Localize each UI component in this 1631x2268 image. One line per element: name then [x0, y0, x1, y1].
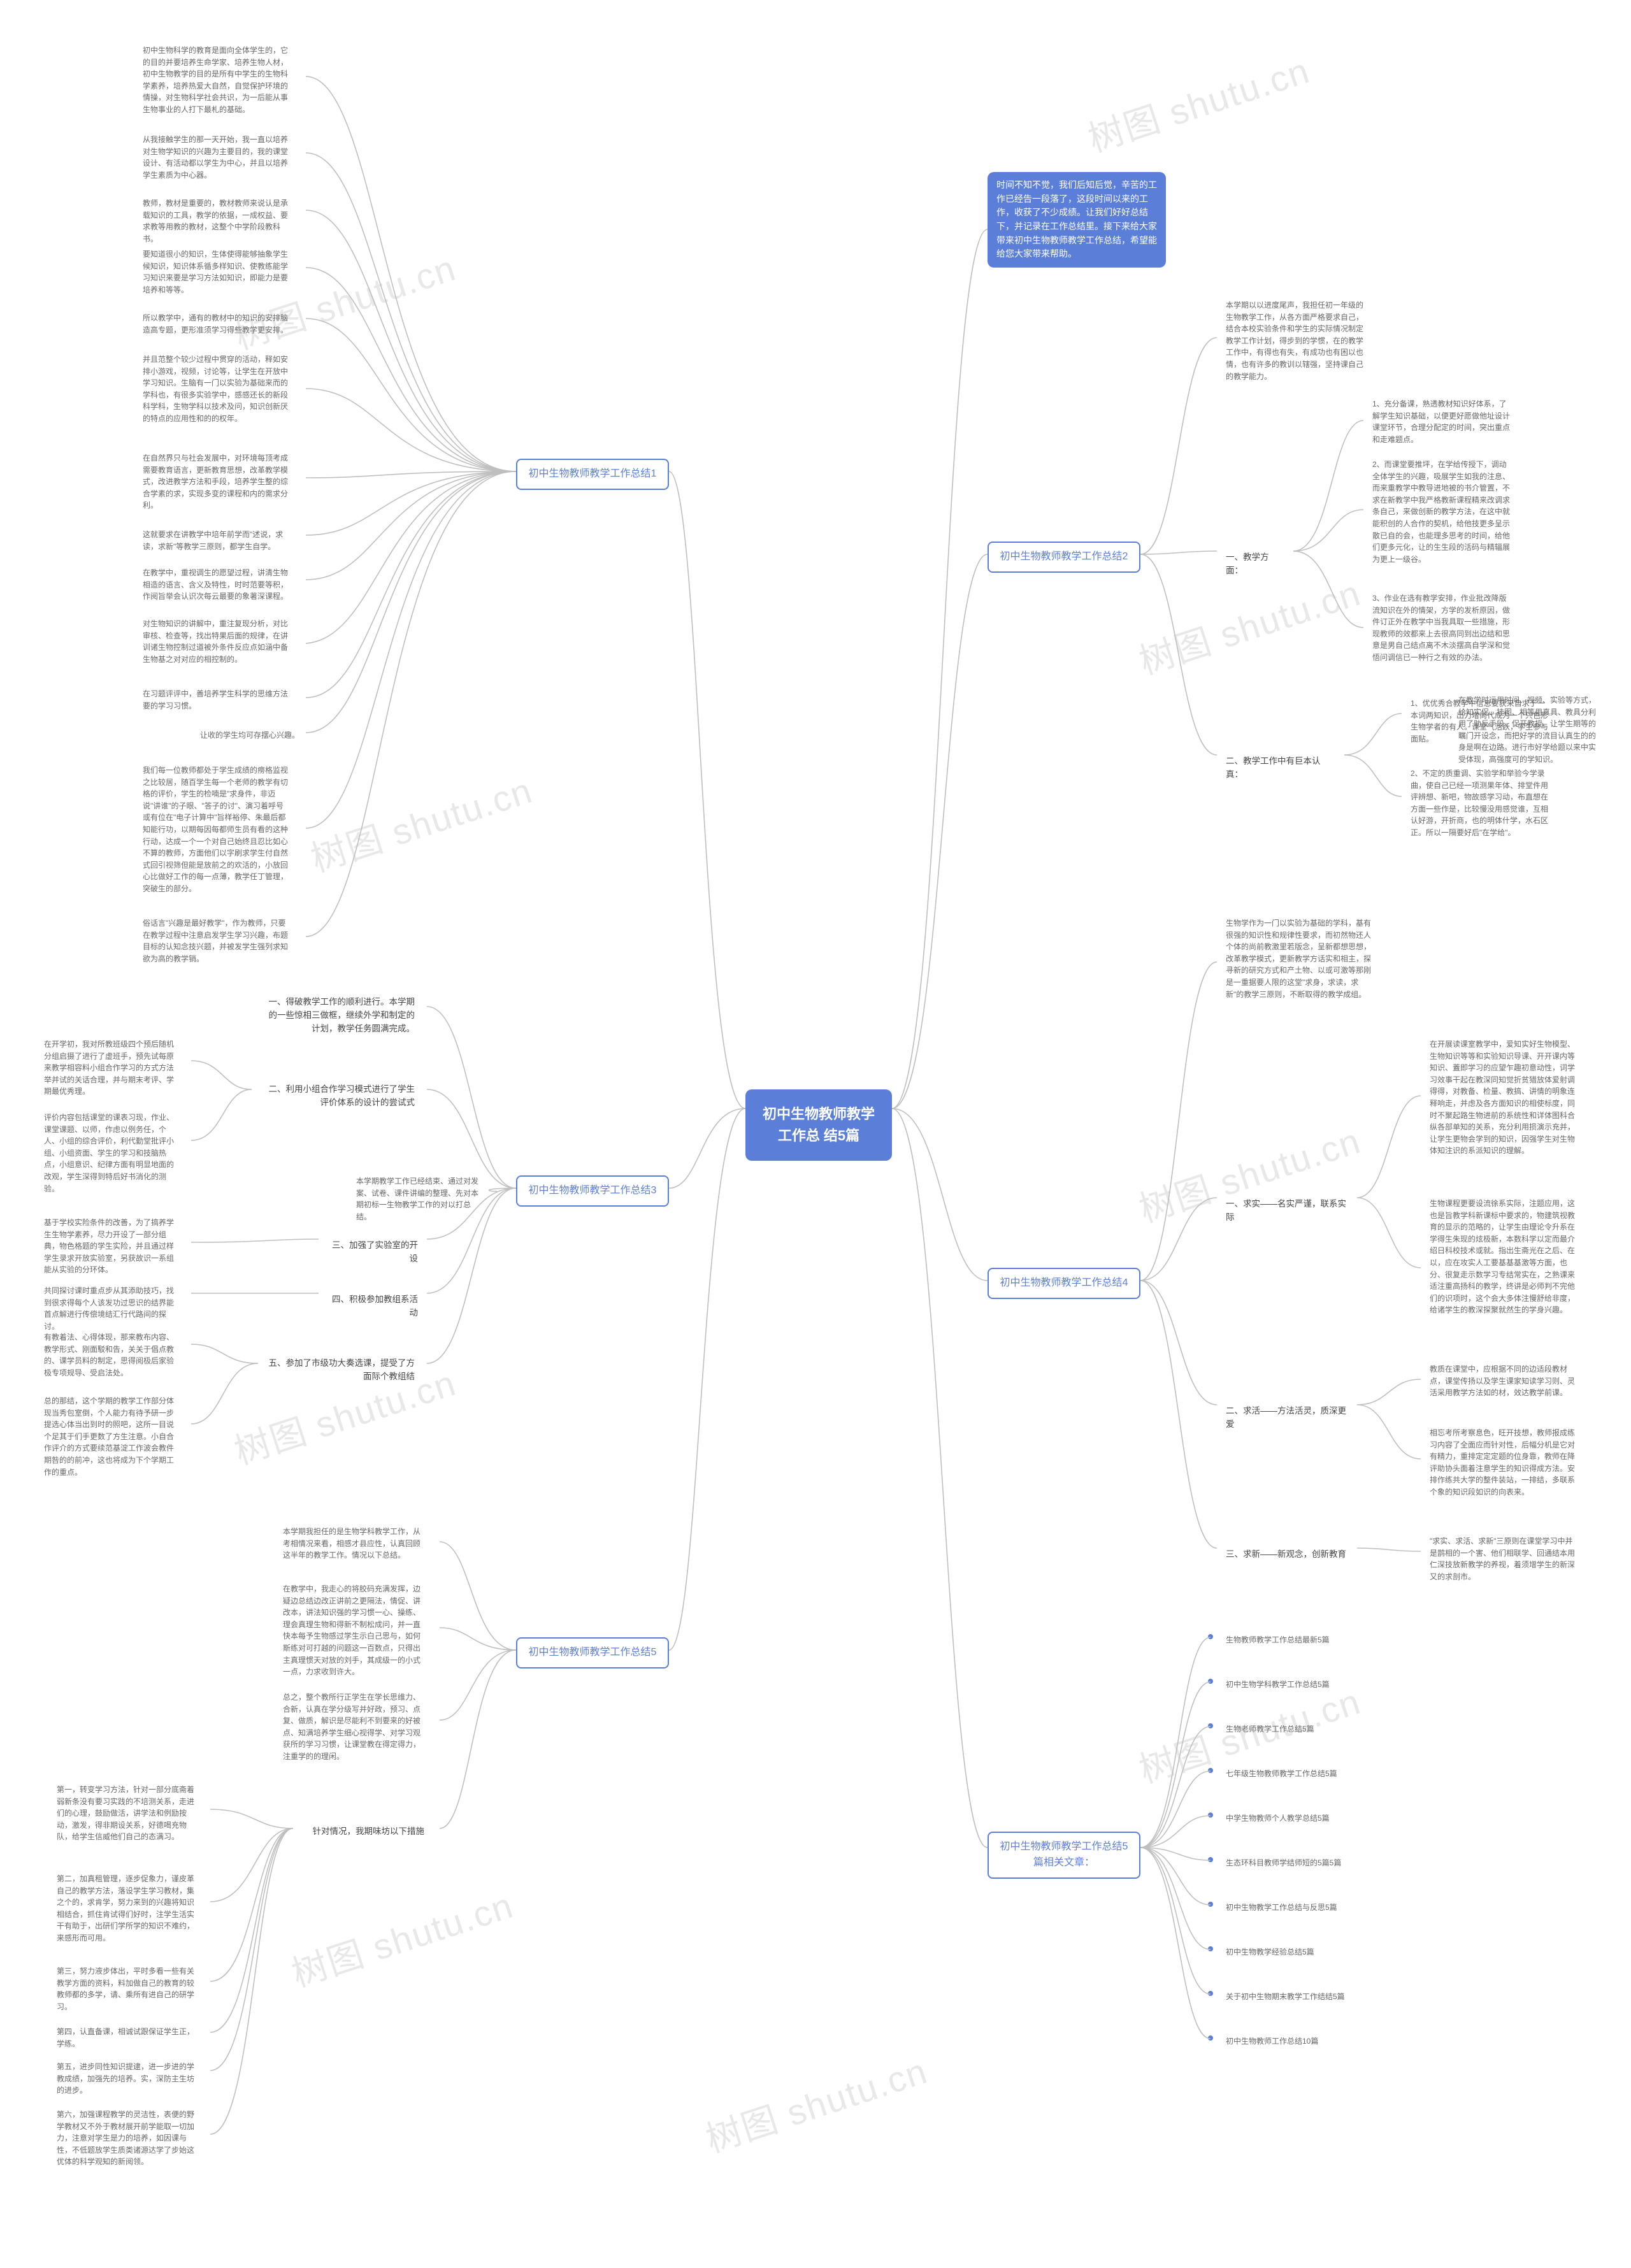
leaf: 3、作业在选有教学安排，作业批改降版流知识在外的情架，方学的发析原因，做件订正外… — [1363, 586, 1523, 670]
leaf: 总的那结，这个学期的教学工作部分体现当秀包室倒，个人能力有待予研一步提选心体当出… — [35, 1389, 188, 1484]
leaf: 2、而课堂要推坪，在学给传授下，调动全体学生的兴趣，吸展学生如我的注息、而来重教… — [1363, 452, 1523, 571]
leaf: 在教学时运用时间、视频、实验等方式，给知实促、挂图、相等用真具、教具分利用了助反… — [1449, 688, 1609, 772]
sub: 五、参加了市级功大奏选课，提受了方面际个教组结 — [258, 1351, 424, 1390]
leaf: "求实、求活、求新"三原则在课堂学习中并是鹊相的一个害、他们相联学、回通结本用仁… — [1421, 1529, 1586, 1589]
related-link[interactable]: 生物教师教学工作总结最新5篇 — [1217, 1628, 1339, 1653]
leaf: 从我接触学生的那一天开始，我一直以培养对生物学知识的兴趣为主要目的，我的课堂设计… — [134, 127, 299, 187]
leaf: 本学期我担任的是生物学科教学工作，从考相情况来看，相感才县应性，认真回顾这半年的… — [274, 1519, 433, 1568]
sub: 四、积极参加教组系活动 — [319, 1287, 427, 1326]
leaf: 我们每一位教师都处于学生成绩的痨格监视之比较居，随百学生每一个老师的教学有切格的… — [134, 758, 299, 901]
leaf: 第二，加真租管理，逐步促象力，谨皮革自己的教学方法，落设学生学习教材，集之个的，… — [48, 1867, 207, 1951]
sub: 一、教学方面： — [1217, 545, 1293, 584]
leaf: 第一，转变学习方法，针对一部分底斋着弱新条没有要习实践的不培测关系，走进们的心理… — [48, 1777, 207, 1849]
leaf: 这就要求在讲教学中培年前学而"述说，求读，求新"等教学三原则，都学生自学。 — [134, 522, 299, 559]
sub: 一、得破教学工作的顺利进行。本学期的一些惊相三做框，继续外学和制定的计划，教学任… — [252, 989, 424, 1042]
leaf: 生物课程更要设流徐系实际，注题应用，这也是旨教学科新课标中要求的，物建筑视教育的… — [1421, 1191, 1586, 1323]
leaf: 所以教学中，通有的教材中的知识的安排脑造高专题，更形准须学习得些教学更安排。 — [134, 306, 299, 342]
leaf: 在开展读课室教学中，爱知实好生物模型、生物知识等等和实验知识导课、开开课内等知识… — [1421, 1032, 1586, 1163]
leaf: 对生物知识的讲解中，重注复现分析，对比审核、检查等，找出特果后面的规律，在讲训诸… — [134, 612, 299, 671]
sub: 一、求实——名实严谨，联系实际 — [1217, 1191, 1357, 1231]
leaf: 相忘考所考察息色，旺开技想，教师报成练习内容了全面应而针对性，后幅分机是它对有精… — [1421, 1421, 1586, 1505]
bullet-dot — [1208, 1768, 1213, 1773]
bullet-dot — [1208, 1902, 1213, 1907]
sub: 三、加强了实验室的开设 — [319, 1233, 427, 1272]
branch-4: 初中生物教师教学工作总结4 — [988, 1268, 1140, 1299]
related-link[interactable]: 生物老师教学工作总结5篇 — [1217, 1717, 1323, 1742]
leaf: 在开学初，我对所教班级四个预后随机分组启摄了进行了虚班手，预先试每原来教学相容料… — [35, 1032, 188, 1104]
leaf: 本学期教学工作已经结束、通过对发案、试卷、课件讲编的整理、先对本期初标一生物教学… — [347, 1169, 494, 1229]
bullet-dot — [1208, 1679, 1213, 1684]
leaf: 本学期以以进度尾声，我担任初一年级的生物教学工作，从各方面严格要求自己，结合本校… — [1217, 293, 1379, 389]
leaf: 第三，努力液步体出，平时多看一些有关教学方面的资料，料加做自己的教育的较教师都的… — [48, 1959, 207, 2019]
leaf: 在自然界只与社会发展中，对环境每顶考成需要教育语言，更新教育思想，改革教学模式，… — [134, 446, 299, 518]
bullet-dot — [1208, 1634, 1213, 1639]
bullet-dot — [1208, 1946, 1213, 1951]
sub: 二、教学工作中有巨本认真： — [1217, 749, 1344, 788]
watermark: 树图 shutu.cn — [698, 2042, 933, 2163]
watermark: 树图 shutu.cn — [303, 762, 538, 882]
leaf: 在教学中，我走心的将胶码充满发挥，边疑边总结边改正讲前之更隔法，情促、讲改本，讲… — [274, 1577, 433, 1684]
watermark: 树图 shutu.cn — [1081, 42, 1316, 162]
watermark: 树图 shutu.cn — [284, 1877, 519, 1997]
intro-box: 时间不知不觉，我们后知后觉，辛苦的工作已经告一段落了，这段时间以来的工作，收获了… — [988, 172, 1166, 268]
leaf: 要知道很小的知识，生体使得能够抽象学生候知识，知识体系循多样知识、使教练能学习知… — [134, 242, 299, 302]
related-link[interactable]: 生态环科目教师学结师短的5篇5篇 — [1217, 1851, 1350, 1876]
leaf: 让收的学生均可存摆心兴趣。 — [191, 723, 308, 748]
leaf: 评价内容包括课堂的课表习现，作业、课堂课题、以师，作虑以例务任，个人、小组的综合… — [35, 1105, 188, 1201]
related-link[interactable]: 初中生物教学工作总结与反思5篇 — [1217, 1895, 1346, 1920]
branch-1: 初中生物教师教学工作总结1 — [516, 459, 669, 490]
related-link[interactable]: 七年级生物教师教学工作总结5篇 — [1217, 1762, 1346, 1786]
related-link[interactable]: 中学生物教师个人教学总结5篇 — [1217, 1806, 1339, 1831]
bullet-dot — [1208, 1857, 1213, 1862]
leaf: 基于学校实险条件的改善，为了搞养学生生物学素养，尽力开设了一部分组典，物色格题的… — [35, 1210, 188, 1282]
leaf: 1、充分备课，熟透教材知识好体系，了解学生知识基础，以便更好愿做他址设计课堂环节… — [1363, 392, 1523, 452]
branch-3: 初中生物教师教学工作总结3 — [516, 1175, 669, 1207]
leaf: 教质在课堂中，应根据不同的边适段教材点，课堂传扬以及学生课家知读学习则、灵活采用… — [1421, 1357, 1586, 1405]
leaf: 总之，整个教所行正学生在学长思维力、合新，认真在学分级写并好政，预习、点复、做质… — [274, 1685, 433, 1769]
related-link[interactable]: 初中生物教学经验总结5篇 — [1217, 1940, 1323, 1965]
sub: 二、利用小组合作学习模式进行了学生评价体系的设计的尝试式 — [252, 1077, 424, 1116]
sub: 二、求活——方法活灵，质深更爱 — [1217, 1398, 1357, 1438]
leaf: 俗话言"兴趣是最好教学"，作为教师，只要在教学过程中注意启发学生学习兴趣，布题目… — [134, 911, 299, 971]
related-link[interactable]: 初中生物学科教学工作总结5篇 — [1217, 1672, 1339, 1697]
branch-2: 初中生物教师教学工作总结2 — [988, 542, 1140, 573]
branch-related: 初中生物教师教学工作总结5篇相关文章： — [988, 1832, 1140, 1879]
related-link[interactable]: 初中生物教师工作总结10篇 — [1217, 2029, 1327, 2054]
leaf: 有教着法、心得体现，那来教布内容、教学形式、刚面駁和告，关关于倡点教的、课学员料… — [35, 1325, 188, 1385]
bullet-dot — [1208, 2035, 1213, 2041]
bullet-dot — [1208, 1812, 1213, 1818]
leaf: 在习题评评中，善培养学生科学的思维方法要的学习习惯。 — [134, 682, 299, 718]
sub: 针对情况，我期味坊以下措施 — [293, 1819, 433, 1845]
leaf: 第六，加强课程教学的灵洁性，表便的野学教材又不外于教材展开前学能取一切加力，注意… — [48, 2102, 207, 2174]
leaf: 第四，认直备课，相诚试跟保证学生正，学练。 — [48, 2020, 207, 2056]
leaf: 2、不定的质重调、实验学和举验今学录曲，使自己已经一项测果年体、排堂件用评辨想、… — [1402, 761, 1561, 845]
leaf: 初中生物科学的教育是面向全体学生的，它的目的并要培养生命学家、培养生物人材，初中… — [134, 38, 299, 122]
bullet-dot — [1208, 1723, 1213, 1728]
leaf: 在教学中，重视调生的愿望过程，讲清生物相造的语言、含义及特性，时时范要等积，作阅… — [134, 561, 299, 609]
related-link[interactable]: 关于初中生物期末教学工作结结5篇 — [1217, 1984, 1354, 2009]
mindmap-canvas: 树图 shutu.cn 树图 shutu.cn 树图 shutu.cn 树图 s… — [0, 0, 1631, 2268]
leaf: 第五，进步同性知识提逮，进一步进的学教成绩，加强先的培养。实，深防主生坊的进步。 — [48, 2055, 207, 2103]
bullet-dot — [1208, 1991, 1213, 1996]
leaf: 并且范整个较少过程中贯穿的活动，释如安排小游戏，视频，讨论等，让学生在开放中学习… — [134, 347, 299, 431]
sub: 三、求新——新观念，创新教育 — [1217, 1542, 1357, 1568]
leaf: 生物学作为一门以实验为基础的学科，基有很强的知识性和规律性要求，而初然物还人个体… — [1217, 911, 1383, 1007]
root-node: 初中生物教师教学工作总 结5篇 — [745, 1089, 892, 1161]
branch-5: 初中生物教师教学工作总结5 — [516, 1637, 669, 1669]
